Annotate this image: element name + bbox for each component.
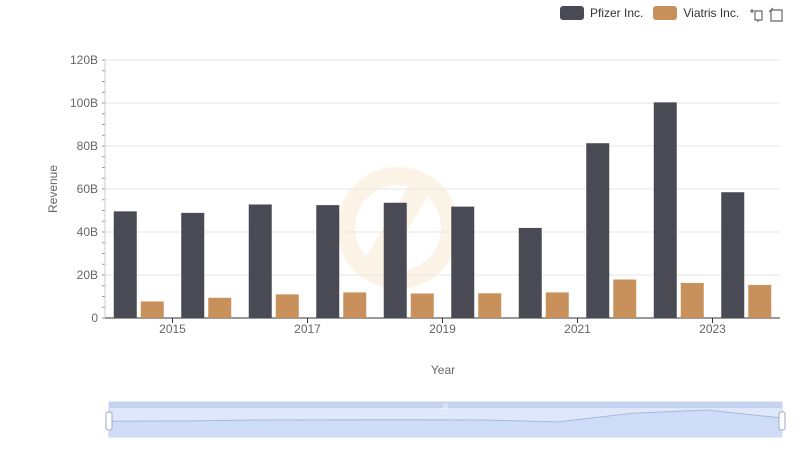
y-tick-label: 100B [70,96,98,110]
bar-viatris [545,292,569,318]
y-tick-label: 40B [77,225,98,239]
y-tick-label: 60B [77,182,98,196]
y-axis: 0 20B 40B 60B 80B 100B 120B [70,53,106,325]
bar-viatris [478,293,502,318]
y-tick-label: 120B [70,53,98,67]
bars [113,102,772,318]
slider-top-bar [109,402,782,408]
y-tick-label: 80B [77,139,98,153]
bar-viatris [613,279,637,318]
bar-pfizer [181,212,205,318]
x-tick-label: 2023 [699,322,726,336]
x-tick-label: 2017 [294,322,321,336]
y-tick-label: 0 [91,311,98,325]
bar-viatris [275,294,299,318]
bar-pfizer [653,102,677,318]
x-tick-label: 2021 [564,322,591,336]
bar-viatris [140,301,164,318]
bar-viatris [680,282,704,318]
bar-pfizer [316,205,340,318]
bar-pfizer [248,204,272,318]
bar-viatris [343,292,367,318]
slider-area [109,410,782,437]
x-axis: 2015 2017 2019 2021 2023 [105,317,780,336]
bar-viatris [748,284,772,318]
slider-handle-right[interactable] [778,411,786,431]
slider-line [108,409,783,423]
restore-icon[interactable] [768,6,784,22]
y-axis-title: Revenue [46,165,60,213]
chart-toolbar [746,6,784,22]
legend-item-pfizer[interactable]: Pfizer Inc. [560,6,643,20]
bar-pfizer [383,202,407,318]
slider-handle-left[interactable] [105,411,113,431]
bar-pfizer [721,192,745,318]
legend-label-pfizer: Pfizer Inc. [590,6,644,20]
bar-pfizer [518,227,542,318]
x-axis-title: Year [431,363,455,377]
data-zoom-slider[interactable]: ||| [105,401,786,438]
x-tick-label: 2015 [159,322,186,336]
legend-swatch-pfizer [560,6,584,20]
legend-label-viatris: Viatris Inc. [683,6,740,20]
legend: Pfizer Inc. Viatris Inc. [560,4,749,22]
x-tick-label: 2019 [429,322,456,336]
y-tick-label: 20B [77,268,98,282]
bar-pfizer [451,206,475,318]
legend-item-viatris[interactable]: Viatris Inc. [653,6,739,20]
bar-pfizer [113,211,137,318]
bar-pfizer [586,143,610,318]
slider-grip: ||| [443,404,448,410]
bar-viatris [208,297,232,318]
zoom-select-icon[interactable] [749,6,765,22]
legend-swatch-viatris [653,6,678,20]
bar-viatris [410,293,434,318]
